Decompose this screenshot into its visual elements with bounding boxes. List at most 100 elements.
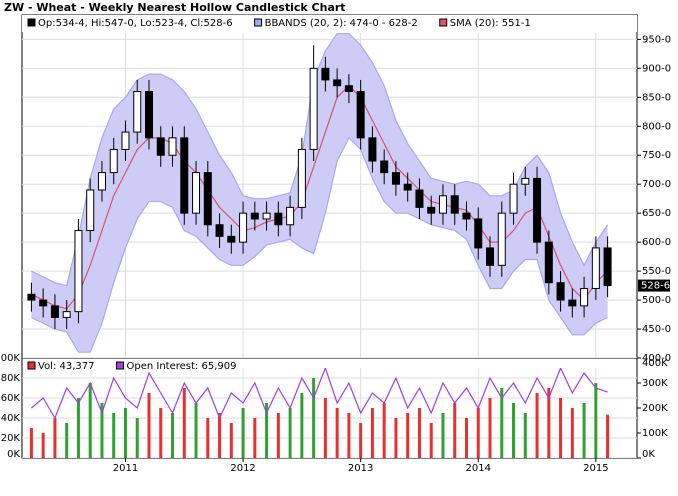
volume-bar	[135, 418, 139, 458]
y-tick-label: 900-0	[642, 63, 671, 74]
price-plot	[22, 33, 637, 358]
volume-bar	[323, 398, 327, 458]
candle-body	[180, 137, 189, 214]
candle-body	[415, 189, 424, 208]
volume-bar	[218, 413, 222, 458]
candle-body	[297, 148, 306, 208]
volume-bar	[147, 393, 151, 458]
line-series	[31, 136, 608, 353]
legend-swatch	[116, 361, 124, 370]
volume-bar	[582, 403, 586, 458]
candle-body	[391, 172, 400, 185]
volume-bar	[464, 418, 468, 458]
candle-body	[556, 282, 565, 301]
volume-bar	[488, 398, 492, 458]
volume-bar	[417, 408, 421, 458]
x-tick-label: 2013	[348, 463, 373, 474]
volume-bar	[300, 393, 304, 458]
legend-swatch	[27, 361, 36, 370]
candle-body	[121, 131, 130, 150]
candle-body	[509, 183, 518, 214]
volume-bar	[100, 403, 104, 458]
open-interest-line	[31, 368, 608, 420]
legend-label: Open Interest: 65,909	[127, 361, 237, 372]
candle-body	[427, 206, 436, 214]
y-tick-label: 700-0	[642, 179, 671, 190]
last-price-label: 528-6	[641, 281, 670, 292]
volume-bar	[123, 408, 127, 458]
y-tick-label: 800-0	[642, 121, 671, 132]
candle-body	[156, 137, 165, 156]
axes: 400-0 450-0 500-0 550-0 600-0 650-0 700-0 750-0…	[1, 18, 671, 474]
volume-bar	[406, 413, 410, 458]
candle-body	[250, 212, 259, 220]
volume-bar	[112, 413, 116, 458]
y-tick-label: 500-0	[642, 295, 671, 306]
y-tick-label: 450-0	[642, 324, 671, 335]
legend-label: Vol: 43,377	[38, 361, 95, 372]
volume-bar	[159, 408, 163, 458]
y2-tick-label: 200K	[642, 403, 668, 414]
candle-body	[215, 224, 224, 237]
candle-body	[462, 212, 471, 220]
volume-bar	[370, 408, 374, 458]
candle-body	[544, 241, 553, 284]
y2-tick-label: 100K	[642, 428, 668, 439]
volume-bar	[429, 423, 433, 458]
volume-bar	[512, 403, 516, 458]
candle-body	[591, 247, 600, 289]
candle-body	[62, 311, 71, 318]
candle-body	[133, 91, 142, 133]
candle-body	[438, 195, 447, 214]
candle-body	[168, 137, 177, 156]
x-tick-label: 2012	[230, 463, 255, 474]
volume-bar	[453, 403, 457, 458]
volume-bar	[41, 433, 45, 458]
candle-body	[203, 172, 212, 226]
y2-tick-label: 400K	[642, 358, 668, 369]
volume-bar	[476, 408, 480, 458]
x-tick-label: 2011	[113, 463, 138, 474]
y-tick-label: 80K	[1, 373, 21, 384]
volume-bar	[265, 403, 269, 458]
y2-tick-label: 300K	[642, 378, 668, 389]
volume-bar	[606, 414, 610, 458]
volume-bar	[76, 398, 80, 458]
volume-bar	[65, 423, 69, 458]
last-price-box	[638, 279, 670, 292]
volume-bar	[206, 418, 210, 458]
candle-body	[74, 230, 83, 313]
line-series	[31, 84, 609, 310]
candle-body	[309, 67, 318, 150]
volume-bar	[182, 388, 186, 458]
volume-bar	[594, 383, 598, 458]
volume-bar	[53, 418, 57, 458]
candle-body	[521, 177, 530, 185]
y-tick-label: 20K	[1, 433, 21, 444]
band-fill	[31, 33, 608, 353]
legend-swatch	[439, 18, 448, 27]
volume-bar	[547, 388, 551, 458]
volume-bar	[523, 413, 527, 458]
volume-bar	[253, 418, 257, 458]
candle-body	[286, 206, 295, 226]
y-tick-label: 750-0	[642, 150, 671, 161]
candle-body	[27, 293, 36, 301]
candle-body	[227, 235, 236, 243]
chart-title: ZW - Wheat - Weekly Nearest Hollow Candl…	[4, 1, 346, 14]
candle-body	[403, 183, 412, 191]
volume-bar	[88, 383, 92, 458]
y-tick-label: 600-0	[642, 237, 671, 248]
volume-bar	[241, 408, 245, 458]
candle-body	[39, 299, 48, 307]
volume-bar	[500, 388, 504, 458]
volume-bar	[570, 408, 574, 458]
y-tick-label: 0K	[7, 449, 20, 460]
candle-body	[97, 172, 106, 191]
legend-band	[22, 15, 637, 32]
candle-body	[262, 212, 271, 220]
legend-swatch	[27, 18, 36, 27]
volume-bar	[171, 413, 175, 458]
legend-label: Op:534-4, Hi:547-0, Lo:523-4, Cl:528-6	[38, 18, 233, 29]
